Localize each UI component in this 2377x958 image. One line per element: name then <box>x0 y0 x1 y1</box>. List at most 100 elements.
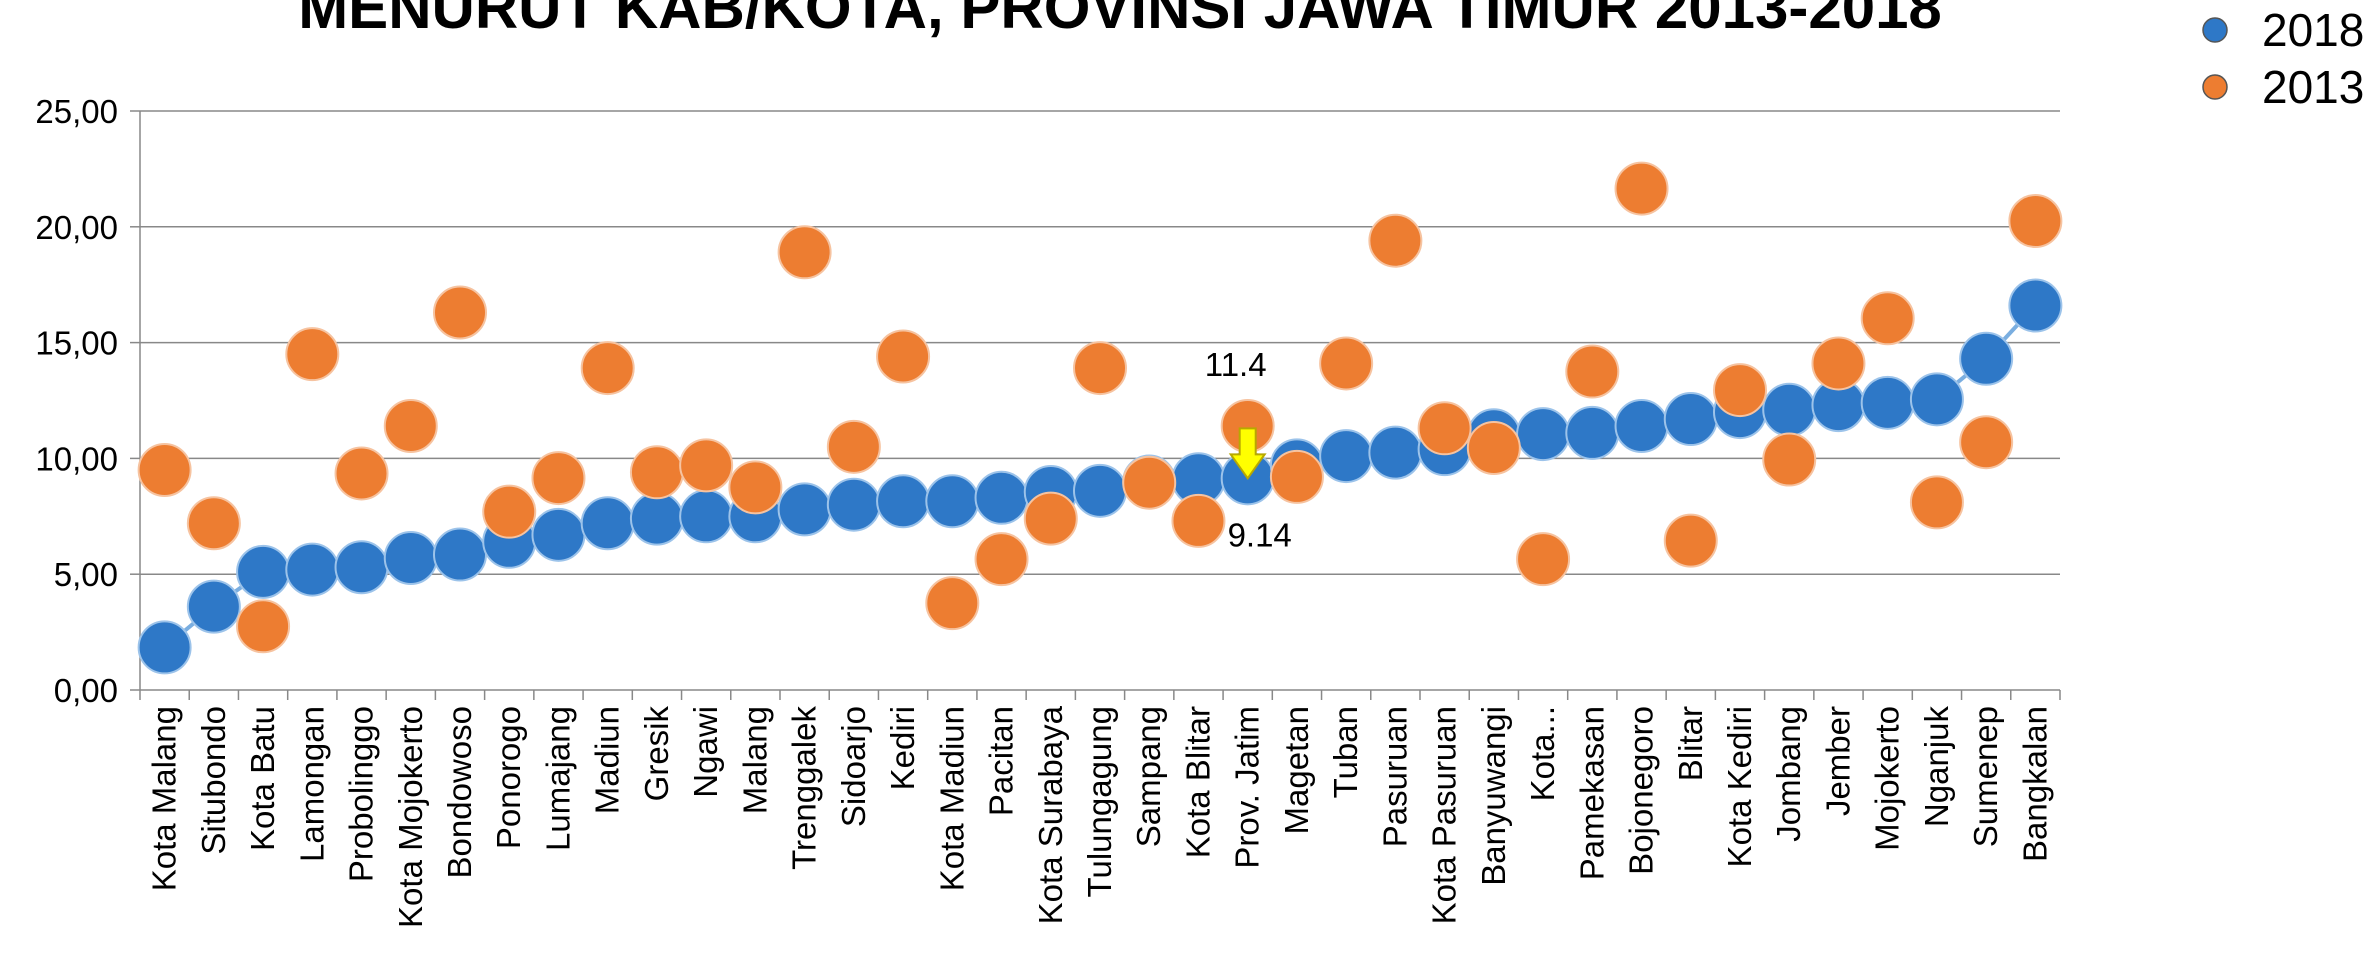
point <box>826 419 881 474</box>
point <box>383 398 438 453</box>
value-label: 11.4 <box>1205 346 1267 383</box>
point <box>1713 363 1767 418</box>
y-tick-label: 5,00 <box>54 556 118 593</box>
x-tick-label: Gresik <box>638 706 675 802</box>
x-tick-label: Kota Pasuruan <box>1426 706 1463 924</box>
x-tick-label: Situbondo <box>195 706 232 855</box>
x-tick-label: Kota... <box>1524 706 1561 801</box>
x-tick-label: Jombang <box>1770 706 1807 842</box>
x-tick-label: Kota Batu <box>244 706 281 851</box>
x-tick-label: Banyuwangi <box>1475 706 1512 886</box>
legend-label: 2018 <box>2262 4 2364 56</box>
point <box>1073 463 1127 518</box>
x-tick-label: Bojonegoro <box>1623 706 1660 875</box>
point <box>679 489 734 544</box>
point <box>1909 475 1964 530</box>
x-tick-label: Madiun <box>589 706 626 814</box>
point <box>876 329 931 384</box>
x-tick-label: Sumenep <box>1967 706 2004 847</box>
point <box>826 477 881 532</box>
y-tick-label: 10,00 <box>35 440 118 477</box>
x-tick-label: Pacitan <box>983 706 1020 816</box>
x-tick-label: Ponorogo <box>490 706 527 849</box>
point <box>383 530 438 585</box>
point <box>580 496 635 551</box>
x-tick-label: Magetan <box>1278 706 1315 834</box>
point <box>876 474 931 529</box>
point <box>482 484 537 539</box>
point <box>777 225 832 280</box>
point <box>2008 278 2063 333</box>
point <box>1368 213 1423 268</box>
point <box>1811 336 1866 391</box>
point <box>1614 161 1669 216</box>
x-tick-label: Blitar <box>1672 706 1709 781</box>
point <box>1860 291 1915 346</box>
x-tick-label: Mojokerto <box>1869 706 1906 851</box>
point <box>974 470 1029 525</box>
point <box>1319 429 1374 484</box>
x-tick-label: Kota Surabaya <box>1032 705 1069 924</box>
point <box>186 579 241 634</box>
y-tick-label: 0,00 <box>54 672 118 709</box>
point <box>925 474 980 529</box>
point <box>433 527 487 582</box>
x-tick-label: Kota Kediri <box>1721 706 1758 867</box>
point <box>1319 336 1374 391</box>
point <box>1269 449 1324 504</box>
point <box>925 576 980 631</box>
point <box>137 620 192 675</box>
x-tick-label: Bondowoso <box>441 706 478 878</box>
point <box>236 599 291 654</box>
point <box>1417 401 1472 456</box>
point <box>1171 493 1226 548</box>
point <box>433 285 487 340</box>
point <box>728 460 783 515</box>
point <box>1122 455 1177 510</box>
point <box>1565 344 1620 399</box>
chart-title: MENURUT KAB/KOTA, PROVINSI JAWA TIMUR 20… <box>298 0 1942 41</box>
point <box>236 544 291 599</box>
x-tick-label: Trenggalek <box>786 706 823 870</box>
point <box>2008 194 2063 249</box>
point <box>1516 407 1571 462</box>
point <box>1614 398 1669 453</box>
x-tick-label: Kediri <box>884 706 921 790</box>
point <box>285 327 340 382</box>
point <box>1073 341 1127 396</box>
x-tick-label: Prov. Jatim <box>1229 706 1266 869</box>
x-tick-label: Sampang <box>1130 706 1167 847</box>
point <box>629 491 684 546</box>
point <box>334 446 389 501</box>
x-tick-label: Malang <box>736 706 773 814</box>
point <box>1909 372 1964 427</box>
point <box>137 442 192 497</box>
point <box>1023 491 1078 546</box>
point <box>531 451 586 506</box>
point <box>580 341 635 396</box>
x-tick-label: Ngawi <box>687 706 724 798</box>
point <box>1368 425 1423 480</box>
x-tick-label: Kota Blitar <box>1179 706 1216 858</box>
point <box>531 507 586 562</box>
point <box>186 496 241 551</box>
y-tick-label: 15,00 <box>35 325 118 362</box>
arrow <box>1228 427 1267 481</box>
point <box>1762 382 1817 437</box>
x-tick-label: Pamekasan <box>1573 706 1610 880</box>
point <box>1663 513 1718 568</box>
x-tick-label: Nganjuk <box>1918 706 1955 828</box>
point <box>1516 532 1571 587</box>
x-tick-label: Kota Mojokerto <box>392 706 429 928</box>
x-tick-label: Lumajang <box>539 706 576 851</box>
x-tick-label: Kota Madiun <box>933 706 970 891</box>
y-tick-label: 25,00 <box>35 93 118 130</box>
y-tick-label: 20,00 <box>35 209 118 246</box>
point <box>679 438 734 493</box>
point <box>334 540 389 595</box>
legend-marker <box>2202 74 2228 100</box>
point <box>1466 420 1521 475</box>
x-tick-label: Pasuruan <box>1376 706 1413 847</box>
point <box>1565 405 1620 460</box>
